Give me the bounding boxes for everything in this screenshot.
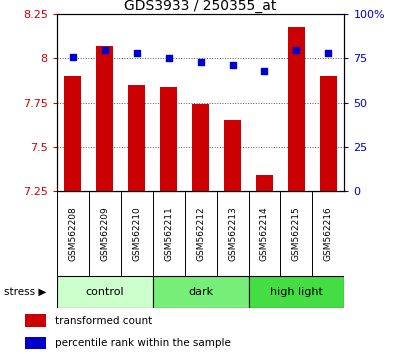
- Bar: [320, 76, 337, 191]
- Bar: [256, 175, 273, 191]
- Bar: [128, 85, 145, 191]
- Text: dark: dark: [188, 287, 213, 297]
- Text: GSM562213: GSM562213: [228, 206, 237, 261]
- Point: [165, 56, 172, 61]
- Bar: [288, 27, 305, 191]
- Text: GSM562210: GSM562210: [132, 206, 141, 261]
- Point: [293, 47, 300, 52]
- Text: GSM562209: GSM562209: [100, 206, 109, 261]
- Text: GSM562216: GSM562216: [324, 206, 333, 261]
- Text: stress ▶: stress ▶: [4, 287, 47, 297]
- Bar: [152, 276, 249, 308]
- Bar: [224, 120, 241, 191]
- Text: high light: high light: [270, 287, 323, 297]
- Bar: [64, 76, 81, 191]
- Point: [261, 68, 268, 74]
- Bar: [192, 104, 209, 191]
- Bar: [249, 276, 344, 308]
- Text: GSM562214: GSM562214: [260, 206, 269, 261]
- Bar: [25, 314, 46, 327]
- Bar: [160, 87, 177, 191]
- Text: GSM562211: GSM562211: [164, 206, 173, 261]
- Point: [325, 50, 332, 56]
- Bar: [57, 276, 152, 308]
- Bar: [96, 46, 113, 191]
- Text: GSM562215: GSM562215: [292, 206, 301, 261]
- Bar: [25, 337, 46, 349]
- Point: [101, 47, 108, 52]
- Point: [133, 50, 140, 56]
- Text: GSM562208: GSM562208: [68, 206, 77, 261]
- Point: [69, 54, 76, 59]
- Point: [197, 59, 204, 65]
- Title: GDS3933 / 250355_at: GDS3933 / 250355_at: [124, 0, 277, 13]
- Text: percentile rank within the sample: percentile rank within the sample: [55, 338, 231, 348]
- Point: [229, 63, 236, 68]
- Text: transformed count: transformed count: [55, 316, 152, 326]
- Text: GSM562212: GSM562212: [196, 206, 205, 261]
- Text: control: control: [85, 287, 124, 297]
